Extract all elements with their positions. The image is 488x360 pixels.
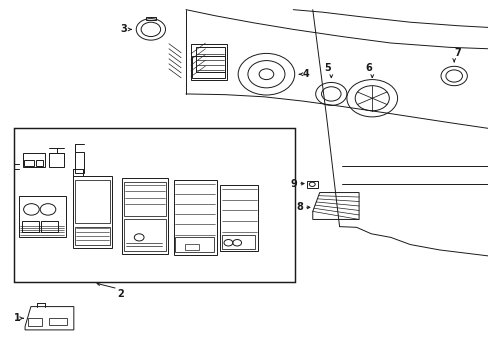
Text: 2: 2 xyxy=(117,289,123,300)
Text: 4: 4 xyxy=(303,69,309,79)
Bar xyxy=(49,318,66,324)
Bar xyxy=(122,178,167,253)
Bar xyxy=(75,152,83,173)
Bar xyxy=(195,47,224,72)
Bar xyxy=(175,237,214,252)
Text: 8: 8 xyxy=(296,202,303,212)
Text: 6: 6 xyxy=(364,63,371,73)
Bar xyxy=(22,153,44,167)
Bar xyxy=(306,181,317,188)
Bar xyxy=(123,220,165,251)
Bar xyxy=(19,196,65,237)
Text: 5: 5 xyxy=(324,63,330,73)
Bar xyxy=(221,234,254,249)
Bar xyxy=(123,182,165,216)
Bar xyxy=(49,153,64,167)
Bar xyxy=(36,160,43,166)
Bar xyxy=(24,160,34,166)
Bar xyxy=(14,128,294,282)
Bar xyxy=(192,56,225,78)
Text: 7: 7 xyxy=(454,48,461,58)
Bar xyxy=(220,185,258,251)
Bar xyxy=(41,221,58,232)
Bar xyxy=(184,244,198,250)
Bar xyxy=(75,226,110,245)
Bar xyxy=(173,180,216,255)
Text: 9: 9 xyxy=(290,179,297,189)
Text: 1: 1 xyxy=(14,313,20,323)
Bar xyxy=(27,319,42,326)
Bar xyxy=(146,17,156,21)
Bar xyxy=(190,44,227,80)
Bar xyxy=(73,176,112,248)
Text: 3: 3 xyxy=(121,24,127,35)
Bar xyxy=(75,180,110,223)
Bar xyxy=(21,221,39,232)
